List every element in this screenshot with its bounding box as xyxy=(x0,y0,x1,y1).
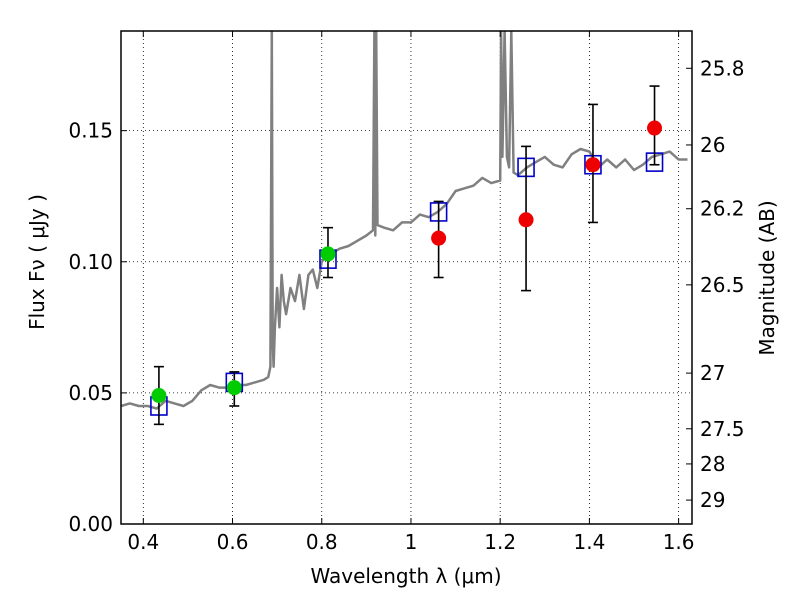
plot-area xyxy=(121,31,688,426)
right-tick-label: 29 xyxy=(700,488,725,512)
y-tick-label: 0.00 xyxy=(68,512,113,536)
right-tick-label: 27.5 xyxy=(700,417,745,441)
y-axis-label-right: Magnitude (AB) xyxy=(755,200,779,355)
data-point xyxy=(431,230,447,246)
data-point xyxy=(151,388,167,404)
y-axis-label: Flux Fν ( μJy ) xyxy=(25,194,49,330)
y-tick-label: 0.15 xyxy=(68,119,113,143)
right-tick-label: 26.5 xyxy=(700,273,745,297)
data-point xyxy=(320,246,336,262)
x-tick-label: 0.4 xyxy=(127,530,159,554)
x-tick-label: 1.6 xyxy=(663,530,695,554)
data-point xyxy=(226,380,242,396)
data-point xyxy=(518,212,534,228)
x-tick-label: 1 xyxy=(405,530,418,554)
spectrum-line xyxy=(121,31,688,410)
data-point xyxy=(585,157,601,173)
right-tick-label: 25.8 xyxy=(700,56,745,80)
x-tick-label: 1.2 xyxy=(484,530,516,554)
right-tick-label: 27 xyxy=(700,361,725,385)
x-tick-label: 0.6 xyxy=(217,530,249,554)
plot-frame xyxy=(120,30,693,525)
x-tick-label: 0.8 xyxy=(306,530,338,554)
x-axis-label: Wavelength λ (μm) xyxy=(310,564,501,588)
x-tick-label: 1.4 xyxy=(573,530,605,554)
right-tick-label: 26 xyxy=(700,133,725,157)
data-point xyxy=(647,120,663,136)
axes-ticks: 0.4 0.6 0.8 1 1.2 1.4 1.6 0.00 0.05 0.10 0.15 25.8 2… xyxy=(68,31,745,554)
y-tick-label: 0.05 xyxy=(68,381,113,405)
right-tick-label: 28 xyxy=(700,452,725,476)
y-tick-label: 0.10 xyxy=(68,250,113,274)
grid xyxy=(121,31,692,525)
right-tick-label: 26.2 xyxy=(700,197,745,221)
